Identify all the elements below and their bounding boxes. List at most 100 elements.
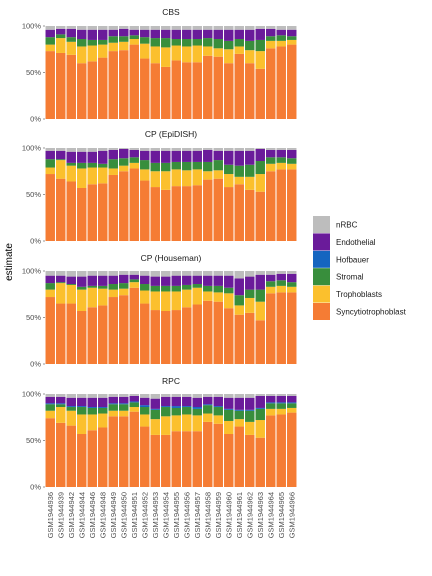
bar-segment-stromal-GSM1944961 [234, 410, 244, 420]
bar-segment-syncytiotrophoblast-GSM1944964 [266, 171, 276, 241]
bar-segment-trophoblasts-GSM1944963 [255, 420, 265, 438]
legend-key [313, 268, 330, 286]
bar-segment-stromal-GSM1944944 [77, 286, 87, 290]
bar-segment-nrbc-GSM1944949 [108, 394, 118, 397]
bar-segment-trophoblasts-GSM1944958 [203, 413, 213, 422]
bar-segment-stromal-GSM1944956 [182, 39, 192, 47]
x-tick-label: GSM1944959 [214, 492, 223, 538]
bar-segment-trophoblasts-GSM1944961 [234, 176, 244, 185]
bar-segment-nrbc-GSM1944963 [255, 26, 265, 29]
bar-segment-stromal-GSM1944949 [108, 36, 118, 43]
bar-segment-syncytiotrophoblast-GSM1944946 [87, 61, 97, 119]
y-axis-title: estimate [4, 243, 15, 281]
bar-segment-nrbc-GSM1944954 [161, 148, 171, 151]
x-tick-label: GSM1944950 [119, 492, 128, 538]
bar-segment-syncytiotrophoblast-GSM1944961 [234, 184, 244, 241]
bar-segment-nrbc-GSM1944956 [182, 26, 192, 30]
bar-segment-hofbauer-GSM1944957 [192, 407, 202, 409]
bar-segment-hofbauer-GSM1944959 [213, 406, 223, 408]
bar-segment-hofbauer-GSM1944952 [140, 405, 150, 408]
bar-segment-syncytiotrophoblast-GSM1944942 [66, 54, 76, 119]
x-tick-label: GSM1944962 [245, 492, 254, 538]
bar-segment-endothelial-GSM1944944 [77, 397, 87, 407]
bar-segment-syncytiotrophoblast-GSM1944958 [203, 300, 213, 364]
bar-segment-nrbc-GSM1944948 [98, 148, 108, 151]
legend-item-hofbauer: Hofbauer [313, 250, 369, 268]
bar-segment-nrbc-GSM1944960 [224, 271, 234, 276]
legend-key [313, 216, 330, 233]
bar-segment-stromal-GSM1944952 [140, 284, 150, 291]
bar-segment-nrbc-GSM1944964 [266, 26, 276, 29]
bar-segment-trophoblasts-GSM1944942 [66, 41, 76, 55]
bar-segment-syncytiotrophoblast-GSM1944948 [98, 183, 108, 241]
bar-segment-syncytiotrophoblast-GSM1944936 [45, 174, 55, 241]
bar-segment-endothelial-GSM1944966 [287, 29, 297, 37]
bar-segment-trophoblasts-GSM1944957 [192, 287, 202, 305]
bar-segment-syncytiotrophoblast-GSM1944956 [182, 307, 192, 364]
bar-segment-nrbc-GSM1944961 [234, 394, 244, 398]
bar-segment-trophoblasts-GSM1944951 [129, 39, 139, 45]
bar-segment-syncytiotrophoblast-GSM1944951 [129, 44, 139, 119]
bar-segment-syncytiotrophoblast-GSM1944961 [234, 314, 244, 364]
bar-segment-endothelial-GSM1944942 [66, 397, 76, 407]
bar-segment-nrbc-GSM1944942 [66, 394, 76, 398]
bar-segment-hofbauer-GSM1944965 [276, 402, 286, 404]
bar-segment-syncytiotrophoblast-GSM1944955 [171, 60, 181, 119]
legend-label: Endothelial [336, 238, 376, 247]
bar-segment-trophoblasts-GSM1944957 [192, 45, 202, 63]
bar-segment-syncytiotrophoblast-GSM1944949 [108, 297, 118, 364]
bar-segment-nrbc-GSM1944959 [213, 26, 223, 30]
bar-segment-syncytiotrophoblast-GSM1944952 [140, 426, 150, 487]
bar-segment-syncytiotrophoblast-GSM1944962 [245, 63, 255, 119]
bar-segment-stromal-GSM1944948 [98, 163, 108, 168]
bar-segment-trophoblasts-GSM1944946 [87, 167, 97, 185]
bar-segment-stromal-GSM1944966 [287, 403, 297, 408]
x-tick-label: GSM1944953 [151, 492, 160, 538]
bar-segment-nrbc-GSM1944956 [182, 148, 192, 151]
bar-segment-endothelial-GSM1944963 [255, 148, 265, 162]
y-tick-label: 100% [22, 267, 42, 276]
y-tick-label: 50% [26, 313, 41, 322]
bar-segment-syncytiotrophoblast-GSM1944954 [161, 66, 171, 119]
bar-segment-endothelial-GSM1944966 [287, 273, 297, 283]
bar-segment-stromal-GSM1944948 [98, 39, 108, 45]
bar-segment-endothelial-GSM1944961 [234, 278, 244, 296]
bar-segment-trophoblasts-GSM1944951 [129, 162, 139, 169]
bar-segment-trophoblasts-GSM1944965 [276, 40, 286, 47]
bar-segment-trophoblasts-GSM1944954 [161, 291, 171, 311]
bar-segment-stromal-GSM1944965 [276, 403, 286, 409]
legend-key [313, 303, 330, 320]
bar-segment-trophoblasts-GSM1944950 [119, 165, 129, 172]
bar-segment-nrbc-GSM1944946 [87, 26, 97, 30]
bar-segment-endothelial-GSM1944936 [45, 150, 55, 160]
bar-segment-endothelial-GSM1944949 [108, 149, 118, 160]
bar-segment-stromal-GSM1944948 [98, 407, 108, 414]
bar-segment-nrbc-GSM1944950 [119, 26, 129, 29]
panel-cbs: CBS 0% 50% 100% [22, 7, 297, 124]
bar-segment-nrbc-GSM1944957 [192, 26, 202, 30]
bar-segment-nrbc-GSM1944966 [287, 26, 297, 30]
bar-segment-trophoblasts-GSM1944960 [224, 174, 234, 188]
bar-segment-endothelial-GSM1944948 [98, 397, 108, 408]
bar-segment-syncytiotrophoblast-GSM1944951 [129, 287, 139, 364]
bar-segment-trophoblasts-GSM1944951 [129, 282, 139, 288]
bar-segment-endothelial-GSM1944961 [234, 397, 244, 410]
bar-segment-hofbauer-GSM1944949 [108, 403, 118, 405]
bar-segment-nrbc-GSM1944966 [287, 148, 297, 150]
x-tick-label: GSM1944958 [203, 492, 212, 538]
legend-label: Hofbauer [336, 255, 369, 264]
x-tick-label: GSM1944939 [56, 492, 65, 538]
bar-segment-endothelial-GSM1944958 [203, 275, 213, 286]
bar-segment-endothelial-GSM1944956 [182, 29, 192, 40]
bar-segment-endothelial-GSM1944959 [213, 396, 223, 407]
bar-segment-endothelial-GSM1944965 [276, 273, 286, 281]
bar-segment-nrbc-GSM1944944 [77, 271, 87, 277]
bar-segment-syncytiotrophoblast-GSM1944961 [234, 426, 244, 487]
bar-segment-endothelial-GSM1944965 [276, 395, 286, 403]
bar-segment-endothelial-GSM1944939 [56, 396, 66, 404]
x-tick-label: GSM1944951 [130, 492, 139, 538]
bar-segment-nrbc-GSM1944936 [45, 148, 55, 151]
bar-segment-nrbc-GSM1944948 [98, 394, 108, 398]
y-tick-label: 0% [30, 237, 41, 246]
